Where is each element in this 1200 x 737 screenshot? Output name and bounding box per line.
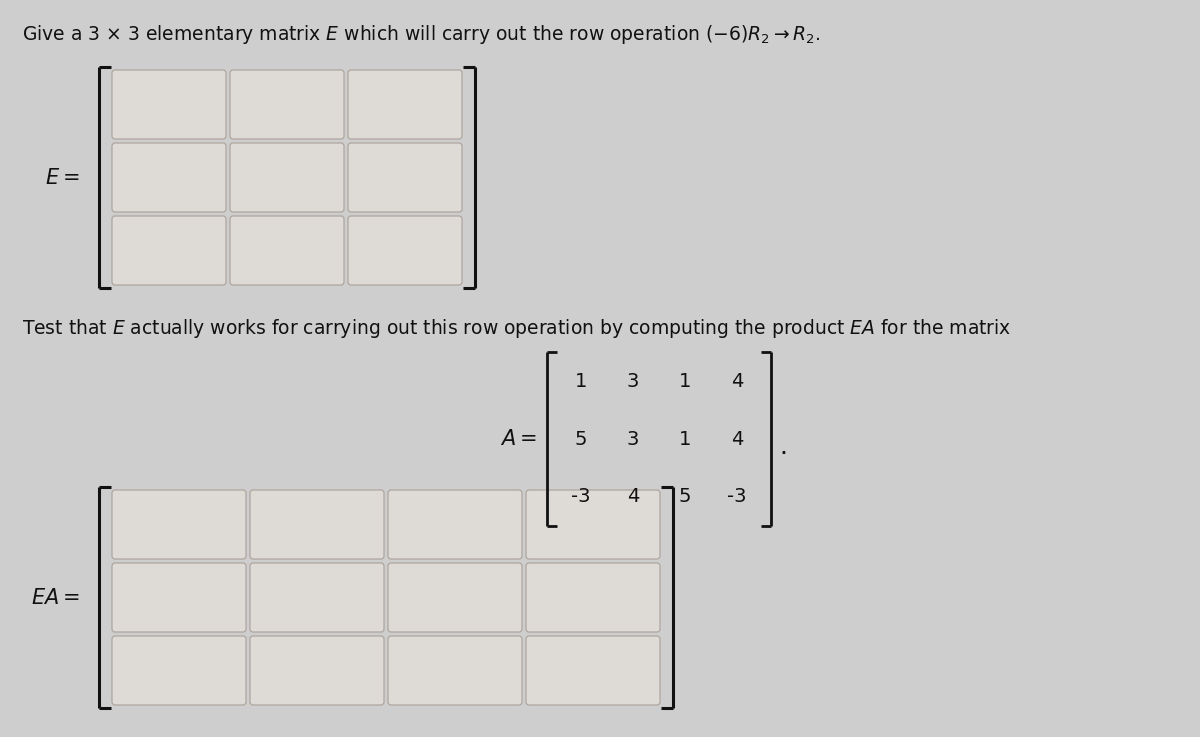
Text: Give a 3 × 3 elementary matrix $E$ which will carry out the row operation $(-6)R: Give a 3 × 3 elementary matrix $E$ which… [22, 23, 821, 46]
FancyBboxPatch shape [112, 143, 226, 212]
Text: $EA =$: $EA =$ [31, 587, 80, 607]
FancyBboxPatch shape [250, 490, 384, 559]
Text: 5: 5 [575, 430, 587, 449]
FancyBboxPatch shape [230, 143, 344, 212]
FancyBboxPatch shape [112, 563, 246, 632]
FancyBboxPatch shape [388, 490, 522, 559]
Text: $E =$: $E =$ [46, 167, 80, 187]
FancyBboxPatch shape [526, 636, 660, 705]
Text: 4: 4 [626, 487, 640, 506]
FancyBboxPatch shape [112, 490, 246, 559]
Text: $A =$: $A =$ [500, 429, 538, 449]
FancyBboxPatch shape [348, 70, 462, 139]
FancyBboxPatch shape [112, 636, 246, 705]
FancyBboxPatch shape [250, 563, 384, 632]
Text: 4: 4 [731, 430, 743, 449]
FancyBboxPatch shape [230, 216, 344, 285]
Text: -3: -3 [571, 487, 590, 506]
FancyBboxPatch shape [348, 216, 462, 285]
Text: 1: 1 [575, 371, 587, 391]
Text: 1: 1 [679, 371, 691, 391]
FancyBboxPatch shape [526, 563, 660, 632]
FancyBboxPatch shape [112, 216, 226, 285]
FancyBboxPatch shape [388, 636, 522, 705]
FancyBboxPatch shape [526, 490, 660, 559]
Text: 4: 4 [731, 371, 743, 391]
FancyBboxPatch shape [230, 70, 344, 139]
Text: Test that $E$ actually works for carrying out this row operation by computing th: Test that $E$ actually works for carryin… [22, 317, 1012, 340]
Text: 3: 3 [626, 430, 640, 449]
Text: .: . [779, 435, 787, 459]
Text: 5: 5 [679, 487, 691, 506]
FancyBboxPatch shape [348, 143, 462, 212]
FancyBboxPatch shape [112, 70, 226, 139]
FancyBboxPatch shape [388, 563, 522, 632]
Text: 3: 3 [626, 371, 640, 391]
FancyBboxPatch shape [250, 636, 384, 705]
Text: -3: -3 [727, 487, 746, 506]
Text: 1: 1 [679, 430, 691, 449]
